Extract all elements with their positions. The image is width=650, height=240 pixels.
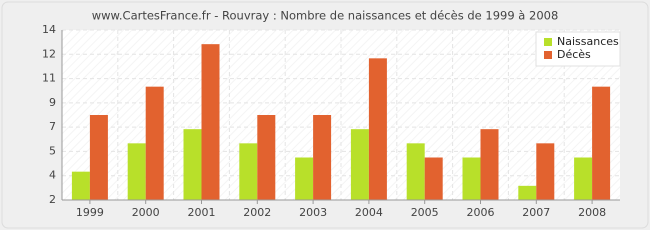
y-tick-label: 4 [49, 169, 56, 182]
x-tick-label: 2007 [522, 206, 550, 219]
x-tick-label: 2003 [299, 206, 327, 219]
y-tick-label: 2 [49, 193, 56, 206]
y-tick-label: 11 [42, 72, 56, 85]
bar [145, 86, 164, 200]
y-tick-label: 7 [49, 120, 56, 133]
x-tick-label: 2000 [132, 206, 160, 219]
bar [368, 58, 387, 201]
bar [127, 143, 146, 200]
x-tick-label: 2008 [578, 206, 606, 219]
bar [313, 115, 332, 200]
y-tick-label: 14 [42, 23, 56, 36]
legend-label: Naissances [557, 35, 619, 48]
bar [201, 44, 220, 200]
y-tick-label: 12 [42, 47, 56, 60]
frame [1, 1, 649, 229]
bar [406, 143, 425, 200]
chart-title: www.CartesFrance.fr - Rouvray : Nombre d… [92, 9, 559, 23]
bar [295, 157, 314, 200]
bar [462, 157, 481, 200]
bar [574, 157, 593, 200]
bar [89, 115, 108, 200]
bar [257, 115, 276, 200]
bar [71, 171, 90, 200]
x-tick-label: 1999 [76, 206, 104, 219]
y-tick-label: 5 [49, 144, 56, 157]
bar [592, 86, 611, 200]
legend-swatch [544, 51, 552, 59]
legend-label: Décès [557, 48, 591, 61]
x-tick-label: 2002 [243, 206, 271, 219]
bar [536, 143, 555, 200]
bar [350, 129, 369, 200]
legend-swatch [544, 38, 552, 46]
y-tick-label: 9 [49, 96, 56, 109]
bar [518, 185, 537, 200]
bar [424, 157, 443, 200]
x-tick-label: 2001 [188, 206, 216, 219]
bar [183, 129, 202, 200]
chart: www.CartesFrance.fr - Rouvray : Nombre d… [0, 0, 650, 230]
bar [480, 129, 499, 200]
bar [239, 143, 258, 200]
x-tick-label: 2006 [467, 206, 495, 219]
x-tick-label: 2005 [411, 206, 439, 219]
x-tick-label: 2004 [355, 206, 383, 219]
legend-box [535, 31, 621, 67]
